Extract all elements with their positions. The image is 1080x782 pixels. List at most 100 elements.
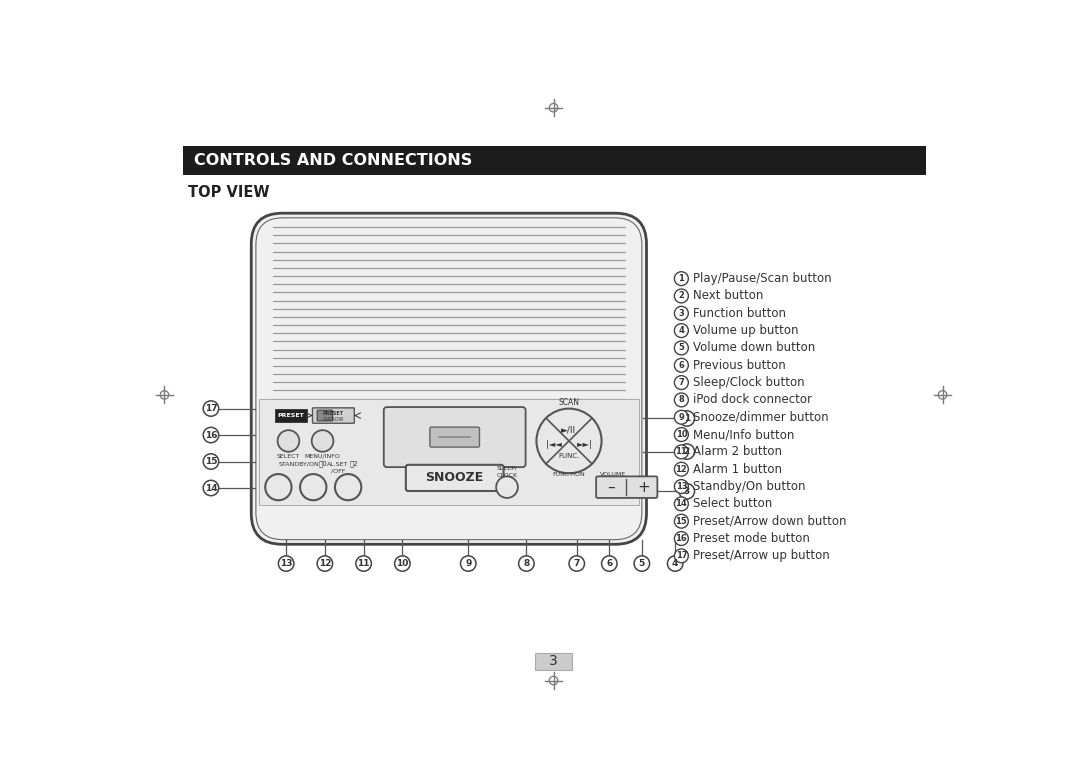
Text: Play/Pause/Scan button: Play/Pause/Scan button <box>693 272 832 285</box>
Circle shape <box>279 556 294 571</box>
Text: 15: 15 <box>675 517 687 526</box>
Text: Volume down button: Volume down button <box>693 342 815 354</box>
Text: 7: 7 <box>573 559 580 568</box>
Text: 2: 2 <box>684 447 690 456</box>
Text: STANDBY/ON: STANDBY/ON <box>279 461 319 467</box>
Circle shape <box>674 271 688 285</box>
Text: 1: 1 <box>678 274 685 283</box>
Circle shape <box>667 556 683 571</box>
Text: SNOOZE: SNOOZE <box>426 472 484 484</box>
Text: Standby/On button: Standby/On button <box>693 480 806 493</box>
Circle shape <box>679 483 694 499</box>
Text: PRESET: PRESET <box>323 411 343 416</box>
Text: FUNCTION: FUNCTION <box>553 472 585 476</box>
Text: 13: 13 <box>280 559 293 568</box>
FancyBboxPatch shape <box>312 408 354 423</box>
Text: 12: 12 <box>319 559 332 568</box>
Text: Snooze/dimmer button: Snooze/dimmer button <box>693 411 828 424</box>
Bar <box>183 146 926 175</box>
Circle shape <box>674 462 688 476</box>
FancyBboxPatch shape <box>430 427 480 447</box>
Text: Preset/Arrow down button: Preset/Arrow down button <box>693 515 847 528</box>
Text: Select button: Select button <box>693 497 772 511</box>
Text: 12: 12 <box>675 465 687 474</box>
Text: ►►|: ►►| <box>577 440 593 450</box>
Text: 3: 3 <box>549 655 558 669</box>
Circle shape <box>569 556 584 571</box>
Text: ␱2: ␱2 <box>350 461 359 468</box>
Circle shape <box>674 515 688 528</box>
Text: Alarm 2 button: Alarm 2 button <box>693 446 782 458</box>
Text: 3: 3 <box>678 309 685 317</box>
Text: TOP VIEW: TOP VIEW <box>188 185 269 200</box>
Text: CONTROLS AND CONNECTIONS: CONTROLS AND CONNECTIONS <box>194 153 472 168</box>
Circle shape <box>634 556 649 571</box>
Text: 15: 15 <box>205 457 217 466</box>
Text: Alarm 1 button: Alarm 1 button <box>693 463 782 475</box>
Text: SCAN: SCAN <box>558 398 580 407</box>
Circle shape <box>537 409 602 473</box>
FancyBboxPatch shape <box>596 476 658 498</box>
Text: /ARROW: /ARROW <box>323 416 343 421</box>
Text: 17: 17 <box>204 404 217 413</box>
Text: 16: 16 <box>675 534 687 543</box>
Text: 16: 16 <box>205 431 217 439</box>
Text: 3: 3 <box>684 487 690 496</box>
Text: 9: 9 <box>465 559 472 568</box>
Circle shape <box>203 427 218 443</box>
Circle shape <box>203 480 218 496</box>
Bar <box>259 399 638 504</box>
Text: PRESET: PRESET <box>278 413 305 418</box>
Text: VOLUME: VOLUME <box>600 472 626 476</box>
Circle shape <box>674 549 688 563</box>
Circle shape <box>674 428 688 442</box>
Text: 8: 8 <box>678 396 685 404</box>
Text: 11: 11 <box>357 559 369 568</box>
Circle shape <box>674 375 688 389</box>
Text: 8: 8 <box>523 559 529 568</box>
Circle shape <box>674 358 688 372</box>
Text: /OFF: /OFF <box>330 468 346 473</box>
Text: Preset mode button: Preset mode button <box>693 532 810 545</box>
Circle shape <box>674 411 688 424</box>
Text: 4: 4 <box>672 559 678 568</box>
Text: 10: 10 <box>676 430 687 439</box>
Circle shape <box>674 324 688 338</box>
Circle shape <box>203 401 218 416</box>
Text: 6: 6 <box>678 361 685 370</box>
Text: +: + <box>638 479 650 495</box>
Text: 7: 7 <box>678 378 685 387</box>
Text: –: – <box>607 479 615 495</box>
Circle shape <box>318 556 333 571</box>
Circle shape <box>679 444 694 459</box>
Text: 10: 10 <box>396 559 408 568</box>
FancyBboxPatch shape <box>252 213 647 544</box>
Circle shape <box>602 556 617 571</box>
Text: Next button: Next button <box>693 289 764 303</box>
Circle shape <box>679 411 694 426</box>
Text: 6: 6 <box>606 559 612 568</box>
Text: Volume up button: Volume up button <box>693 324 798 337</box>
Text: MENU/INFO: MENU/INFO <box>305 454 340 459</box>
Bar <box>535 653 572 670</box>
Circle shape <box>496 476 517 498</box>
Text: SELECT: SELECT <box>276 454 300 459</box>
Circle shape <box>203 454 218 469</box>
Text: 14: 14 <box>204 483 217 493</box>
Text: Previous button: Previous button <box>693 359 786 371</box>
FancyBboxPatch shape <box>383 407 526 467</box>
Text: 5: 5 <box>678 343 685 353</box>
Circle shape <box>356 556 372 571</box>
Circle shape <box>312 430 334 452</box>
Circle shape <box>674 497 688 511</box>
Text: ►/II: ►/II <box>562 425 577 435</box>
Text: iPod dock connector: iPod dock connector <box>693 393 812 407</box>
Text: CLOCK: CLOCK <box>497 473 517 478</box>
Text: 13: 13 <box>676 482 687 491</box>
Circle shape <box>674 307 688 320</box>
Circle shape <box>460 556 476 571</box>
Circle shape <box>674 393 688 407</box>
Text: Menu/Info button: Menu/Info button <box>693 428 795 441</box>
Circle shape <box>278 430 299 452</box>
Text: 14: 14 <box>675 500 687 508</box>
